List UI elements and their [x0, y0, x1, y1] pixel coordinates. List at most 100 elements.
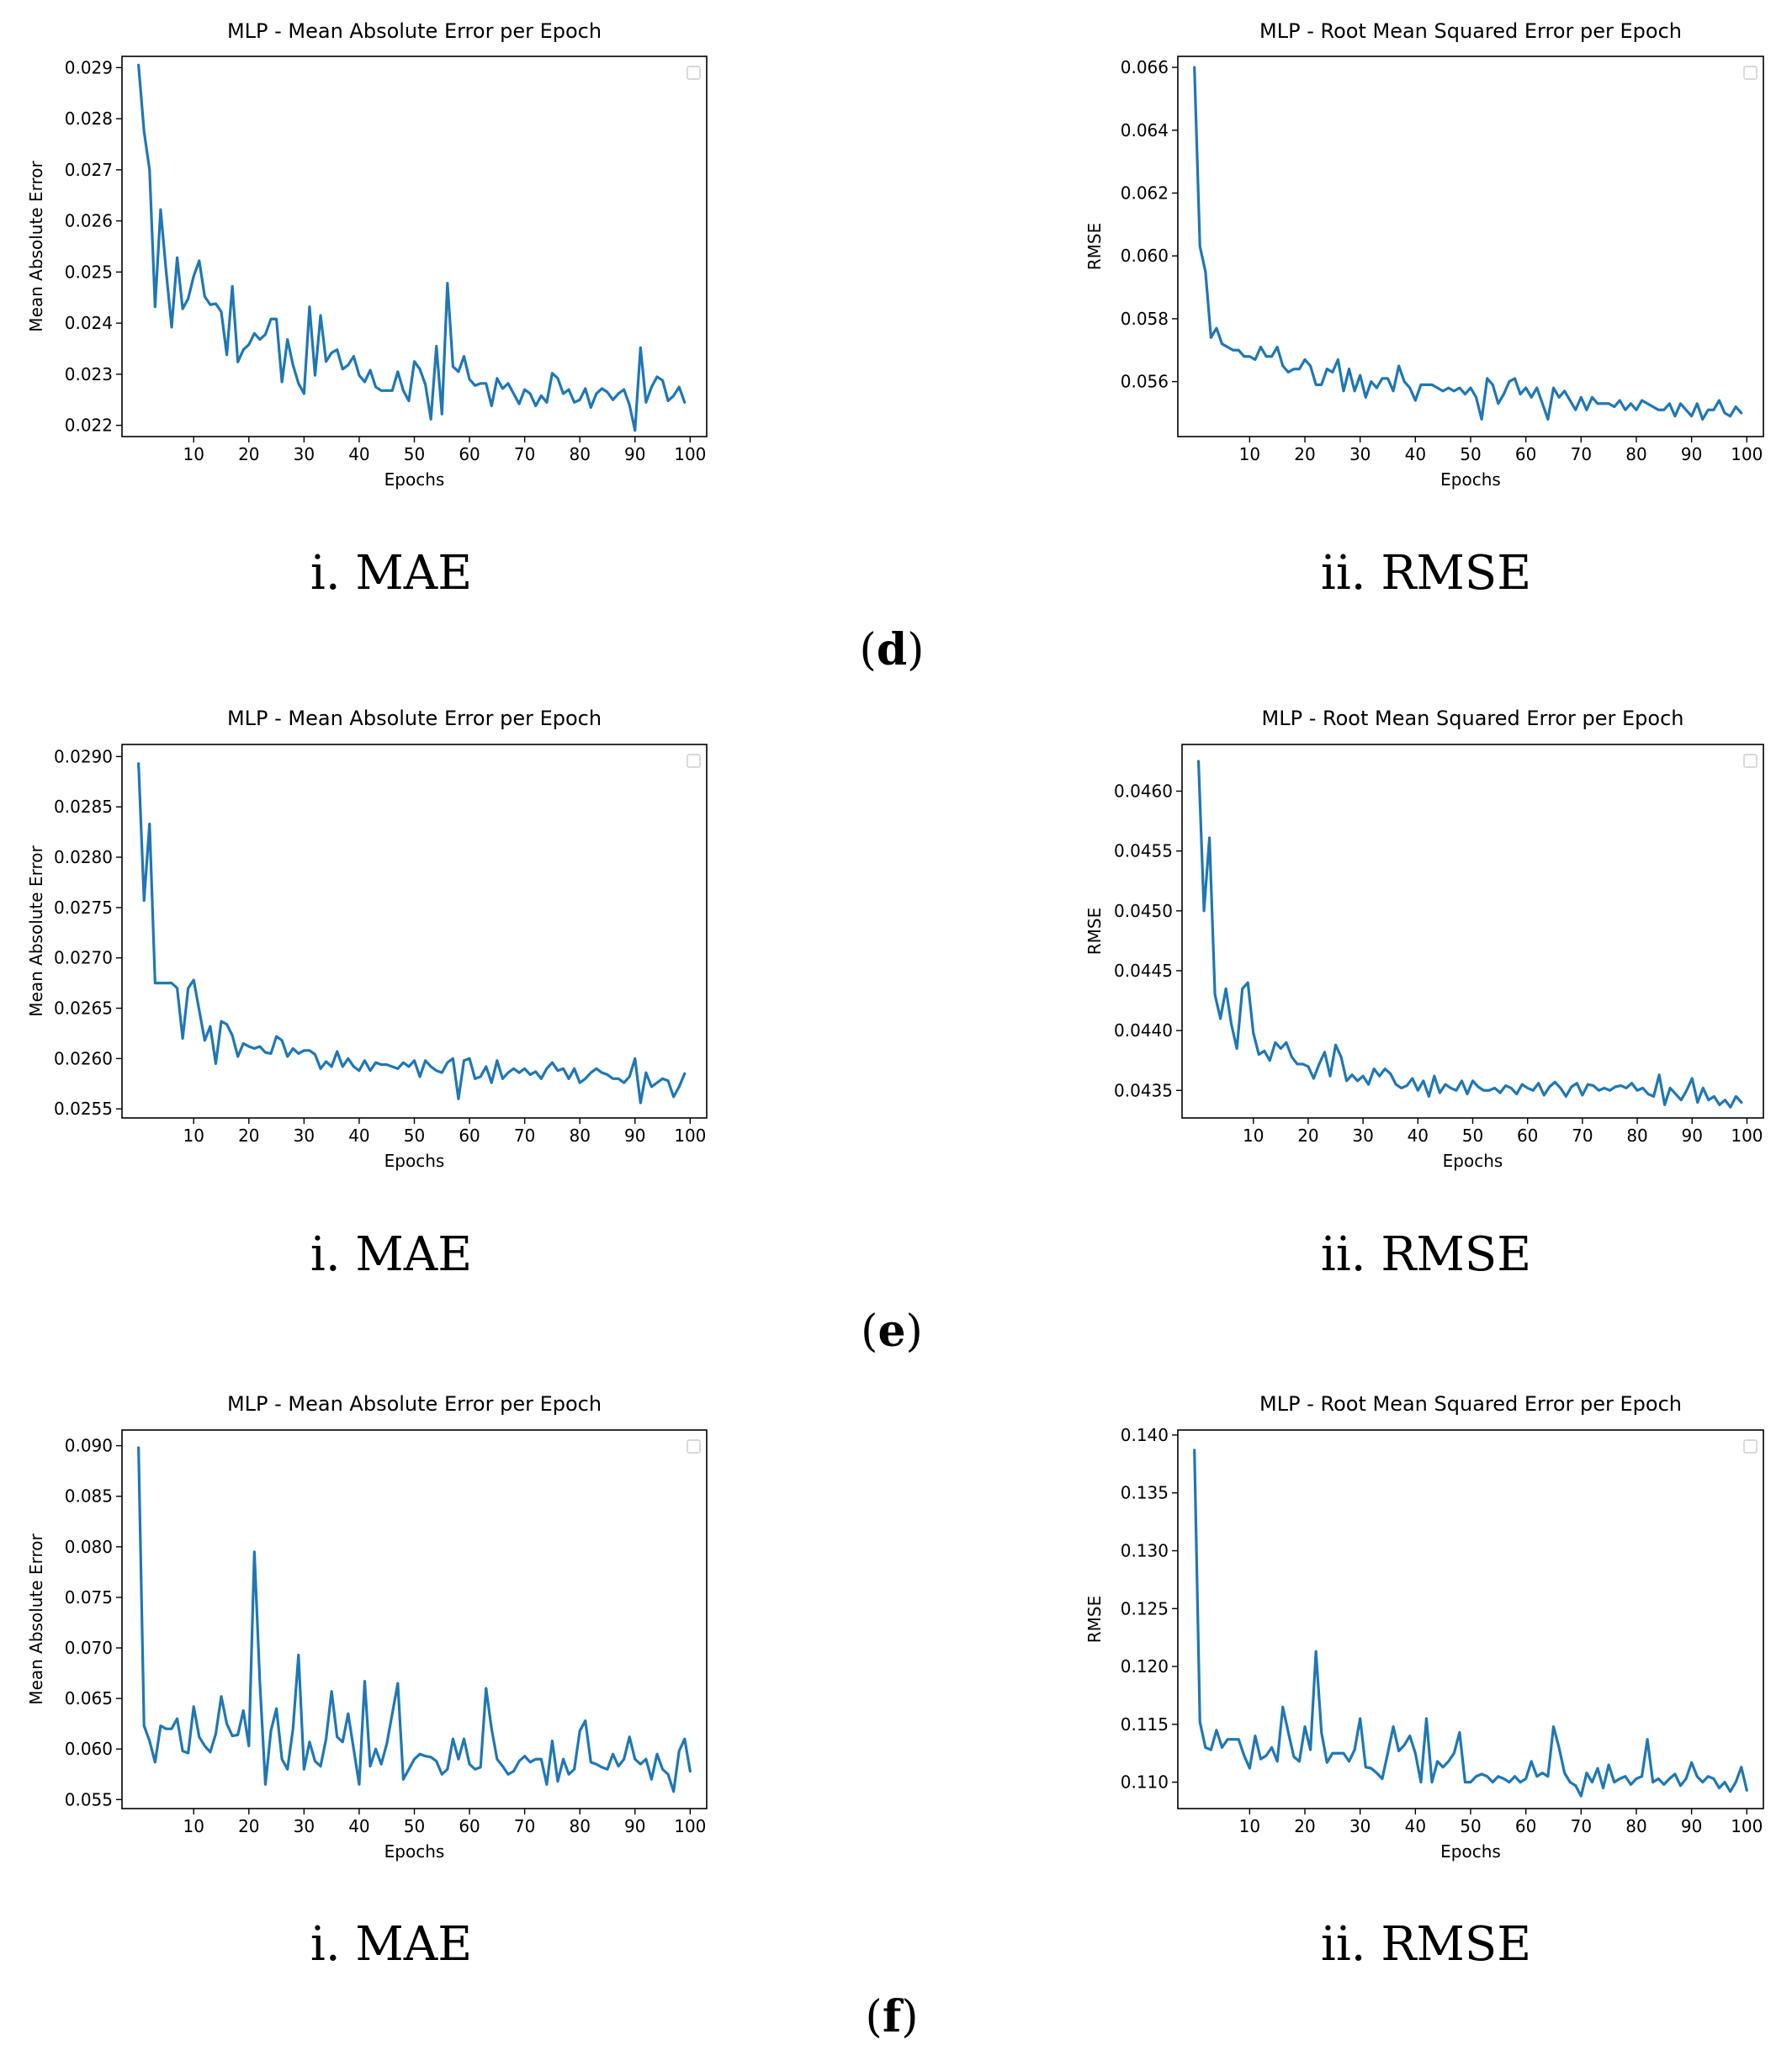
x-tick-label: 60 [459, 444, 480, 464]
y-tick-label: 0.110 [1121, 1772, 1169, 1793]
y-tick-label: 0.140 [1121, 1425, 1169, 1445]
y-tick-label: 0.066 [1121, 57, 1169, 77]
x-tick-label: 20 [238, 444, 259, 464]
x-tick-label: 50 [404, 1816, 425, 1836]
y-tick-label: 0.0435 [1114, 1080, 1173, 1100]
x-tick-label: 40 [1405, 1816, 1426, 1836]
panel-label-letter: e [877, 1306, 905, 1357]
y-tick-label: 0.0455 [1114, 841, 1173, 861]
x-tick-label: 20 [238, 1816, 259, 1836]
y-tick-label: 0.135 [1121, 1483, 1169, 1503]
y-axis-label: RMSE [1084, 223, 1105, 270]
y-tick-label: 0.0280 [54, 847, 113, 867]
y-tick-label: 0.024 [65, 313, 113, 333]
chart-f-rmse: MLP - Root Mean Squared Error per Epoch 1… [1084, 1392, 1764, 1972]
x-tick-label: 70 [1572, 1126, 1593, 1146]
legend-box [1743, 754, 1758, 768]
y-tick-label: 0.090 [65, 1436, 113, 1456]
x-tick-label: 100 [674, 444, 706, 464]
x-tick-label: 70 [514, 1126, 535, 1146]
chart-d-rmse: MLP - Root Mean Squared Error per Epoch 1… [1084, 19, 1764, 601]
chart-title: MLP - Mean Absolute Error per Epoch [227, 707, 602, 730]
axes-frame [1177, 1429, 1764, 1809]
y-tick-label: 0.0255 [54, 1099, 113, 1119]
chart-title: MLP - Mean Absolute Error per Epoch [227, 19, 602, 43]
y-tick-label: 0.0440 [1114, 1020, 1173, 1041]
y-tick-label: 0.0290 [54, 746, 113, 766]
x-tick-label: 30 [294, 444, 315, 464]
x-tick-label: 100 [1731, 1816, 1763, 1836]
chart-title: MLP - Root Mean Squared Error per Epoch [1259, 19, 1682, 43]
y-tick-label: 0.0445 [1114, 961, 1173, 981]
series-line-rmse [1193, 66, 1743, 421]
panel-label-close-paren: ) [907, 625, 924, 675]
x-tick-label: 80 [1626, 1126, 1647, 1146]
y-tick-label: 0.026 [65, 211, 113, 231]
x-tick-label: 30 [1349, 1816, 1371, 1836]
chart-d-mae: MLP - Mean Absolute Error per Epoch 10 20 3… [26, 19, 708, 601]
legend-box [687, 66, 701, 80]
x-axis-label: Epochs [384, 1841, 445, 1862]
series-line-rmse [1196, 760, 1743, 1109]
chart-title: MLP - Root Mean Squared Error per Epoch [1259, 1392, 1682, 1416]
series-line-mae [137, 63, 687, 432]
x-tick-label: 80 [569, 444, 590, 464]
subfigure-caption: ii. RMSE [1321, 1917, 1531, 1972]
x-axis-label: Epochs [384, 469, 445, 490]
y-tick-label: 0.130 [1121, 1540, 1169, 1560]
x-tick-label: 20 [1294, 444, 1315, 464]
x-tick-label: 70 [1571, 1816, 1592, 1836]
x-tick-label: 40 [1405, 444, 1426, 464]
y-tick-label: 0.0275 [54, 898, 113, 918]
legend-box [687, 754, 701, 768]
y-tick-label: 0.025 [65, 262, 113, 282]
y-tick-label: 0.0270 [54, 948, 113, 968]
x-tick-label: 70 [514, 444, 535, 464]
y-tick-label: 0.0265 [54, 999, 113, 1019]
x-tick-label: 40 [348, 1816, 369, 1836]
panel-label-e: (e) [861, 1306, 923, 1357]
chart-e-mae: MLP - Mean Absolute Error per Epoch 10 20 3… [26, 707, 708, 1282]
x-tick-label: 60 [459, 1126, 480, 1146]
y-tick-label: 0.027 [65, 160, 113, 180]
y-tick-label: 0.0260 [54, 1048, 113, 1068]
legend-box [1743, 66, 1758, 80]
subfigure-caption: ii. RMSE [1321, 1227, 1531, 1282]
y-axis-label: RMSE [1084, 1596, 1105, 1643]
x-tick-label: 60 [1515, 444, 1536, 464]
y-axis-label: Mean Absolute Error [26, 845, 46, 1017]
x-tick-label: 80 [1625, 444, 1646, 464]
x-tick-label: 90 [624, 1126, 645, 1146]
x-tick-label: 100 [674, 1126, 706, 1146]
panel-label-open-paren: ( [866, 1992, 883, 2042]
x-tick-label: 20 [1297, 1126, 1318, 1146]
y-tick-label: 0.058 [1121, 309, 1169, 329]
x-axis-label: Epochs [1443, 1151, 1503, 1171]
x-tick-label: 20 [238, 1126, 259, 1146]
x-tick-label: 80 [569, 1126, 590, 1146]
y-tick-label: 0.062 [1121, 183, 1169, 203]
x-tick-label: 40 [348, 1126, 369, 1146]
x-tick-label: 50 [404, 1126, 425, 1146]
y-tick-label: 0.056 [1121, 372, 1169, 392]
x-tick-label: 100 [1731, 1126, 1763, 1146]
x-tick-label: 30 [1352, 1126, 1373, 1146]
x-tick-label: 90 [624, 444, 645, 464]
x-tick-label: 50 [1460, 1816, 1481, 1836]
x-tick-label: 80 [1625, 1816, 1646, 1836]
x-tick-label: 40 [1408, 1126, 1429, 1146]
y-axis-label: Mean Absolute Error [26, 1534, 46, 1705]
y-tick-label: 0.115 [1121, 1714, 1169, 1735]
y-axis-label: Mean Absolute Error [26, 161, 46, 332]
y-tick-label: 0.028 [65, 109, 113, 129]
x-tick-label: 90 [1681, 1816, 1702, 1836]
x-tick-label: 30 [294, 1816, 315, 1836]
x-tick-label: 40 [348, 444, 369, 464]
x-tick-label: 90 [624, 1816, 645, 1836]
panel-label-open-paren: ( [861, 1306, 877, 1357]
subfigure-caption: i. MAE [310, 1227, 472, 1282]
x-tick-label: 70 [1571, 444, 1592, 464]
axes-frame [1177, 56, 1764, 437]
y-tick-label: 0.075 [65, 1587, 113, 1608]
